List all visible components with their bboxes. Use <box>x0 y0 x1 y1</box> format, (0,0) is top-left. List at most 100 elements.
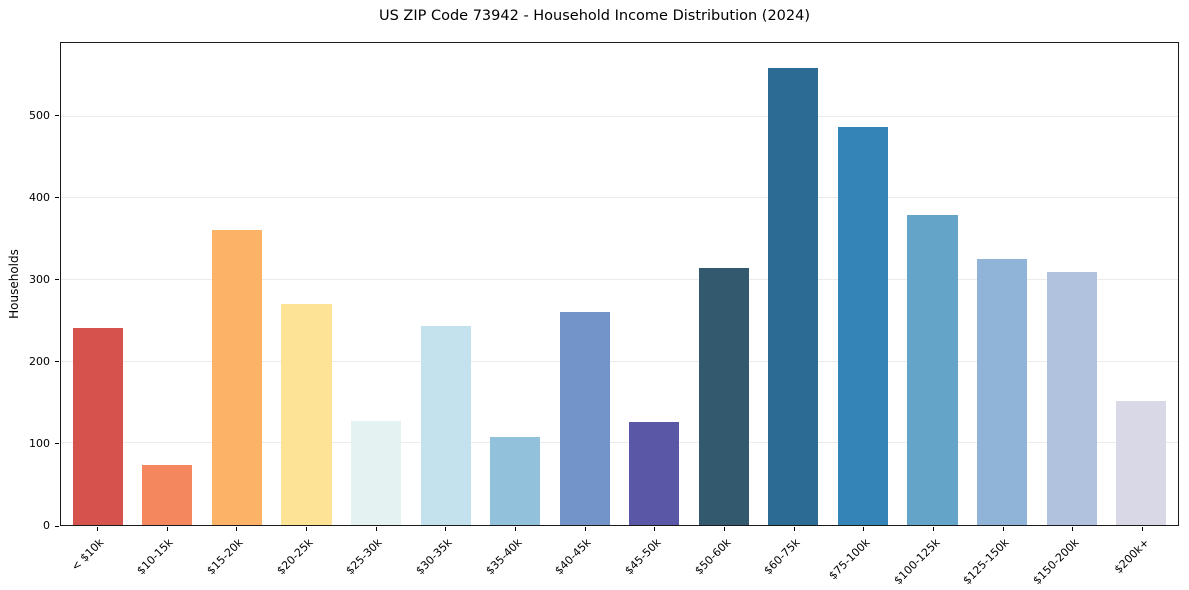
x-axis-labels: < $10k $10-15k $15-20k $20-25k $25-30k $30-35… <box>60 527 1179 589</box>
y-tick-label: 100 <box>29 436 50 450</box>
x-tick-label: $30-35k <box>413 536 455 578</box>
bar-slot <box>689 43 759 525</box>
x-tick-mark <box>1002 527 1004 531</box>
bar-slot <box>133 43 203 525</box>
x-tick-label: $100-125k <box>891 536 943 588</box>
x-tick-mark <box>933 527 935 531</box>
x-tick-slot: $100-125k <box>891 527 968 589</box>
x-tick-mark <box>166 527 168 531</box>
y-tick-mark <box>55 279 59 281</box>
gridline <box>61 278 1178 280</box>
bar-slot <box>550 43 620 525</box>
x-tick-mark <box>654 527 656 531</box>
x-tick-label: $10-15k <box>134 536 176 578</box>
x-tick-label: $35-40k <box>482 536 525 578</box>
x-tick-slot: $75-100k <box>826 527 899 589</box>
bar-slot <box>1106 43 1176 525</box>
x-tick-mark <box>793 527 795 531</box>
x-tick-label: $150-200k <box>1030 536 1082 588</box>
gridline <box>61 360 1178 362</box>
chart-title: US ZIP Code 73942 - Household Income Dis… <box>378 8 811 24</box>
y-tick-mark <box>55 115 59 117</box>
bar-200k <box>1116 400 1167 525</box>
y-tick-mark <box>55 197 59 199</box>
bar-60-75k <box>768 68 819 525</box>
bar-100-125k <box>907 215 958 525</box>
x-tick-label: $45-50k <box>622 536 664 578</box>
x-tick-label: $25-30k <box>343 536 385 578</box>
bar-150-200k <box>1046 271 1097 525</box>
y-tick-label: 300 <box>29 272 50 286</box>
bar-slot <box>759 43 829 525</box>
x-tick-label: $60-75k <box>761 536 803 578</box>
bar-125-150k <box>977 258 1028 525</box>
x-tick-label: < $10k <box>68 536 107 574</box>
x-tick-slot: $35-40k <box>480 527 550 589</box>
x-tick-slot: < $10k <box>62 527 132 589</box>
x-tick-label: $50-60k <box>691 536 734 578</box>
x-tick-label: $75-100k <box>826 536 873 583</box>
y-tick-label: 200 <box>29 354 50 368</box>
bar-10k <box>72 328 123 525</box>
x-tick-mark <box>305 527 307 531</box>
gridline <box>61 115 1178 117</box>
bar-slot <box>202 43 272 525</box>
y-tick-label: 0 <box>43 519 50 532</box>
x-tick-label: $200k+ <box>1111 536 1152 577</box>
x-tick-mark <box>236 527 238 531</box>
x-tick-label: $40-45k <box>552 536 594 578</box>
x-tick-slot: $150-200k <box>1031 527 1108 589</box>
gridline <box>61 197 1178 199</box>
x-tick-mark <box>445 527 447 531</box>
x-tick-mark <box>514 527 516 531</box>
plot-area <box>60 42 1179 526</box>
bar-25-30k <box>350 421 402 525</box>
x-tick-mark <box>724 527 726 531</box>
y-tick-label: 400 <box>29 190 50 204</box>
bar-10-15k <box>142 465 193 525</box>
bar-slot <box>828 43 898 525</box>
x-tick-slot: $45-50k <box>620 527 690 589</box>
x-tick-label: $15-20k <box>204 536 246 578</box>
y-tick-mark <box>55 361 59 363</box>
x-tick-slot: $50-60k <box>689 527 759 589</box>
x-tick-slot: $60-75k <box>759 527 829 589</box>
bar-40-45k <box>559 311 610 525</box>
x-tick-slot: $10-15k <box>132 527 202 589</box>
bar-15-20k <box>211 230 262 525</box>
x-tick-mark <box>584 527 586 531</box>
x-tick-slot: $30-35k <box>410 527 480 589</box>
y-tick-mark <box>55 443 59 445</box>
bars <box>61 43 1178 525</box>
x-tick-slot: $20-25k <box>271 527 341 589</box>
x-tick-label: $125-150k <box>960 536 1012 588</box>
bar-slot <box>480 43 550 525</box>
x-tick-label: $20-25k <box>273 536 316 578</box>
gridlines <box>61 43 1178 525</box>
bar-20-25k <box>281 303 332 525</box>
bar-slot <box>898 43 968 525</box>
bar-slot <box>341 43 411 525</box>
bar-50-60k <box>698 268 749 525</box>
y-tick-mark <box>55 525 59 527</box>
x-tick-slot: $200k+ <box>1107 527 1177 589</box>
y-axis-ticks: 0 100 200 300 400 500 <box>0 42 60 532</box>
x-tick-slot: $25-30k <box>341 527 411 589</box>
x-tick-mark <box>96 527 98 531</box>
bar-75-100k <box>837 127 888 525</box>
gridline <box>61 442 1178 444</box>
bar-45-50k <box>629 422 680 525</box>
bar-30-35k <box>420 326 471 525</box>
x-tick-mark <box>375 527 377 531</box>
bar-slot <box>967 43 1037 525</box>
x-tick-slot: $125-150k <box>961 527 1038 589</box>
x-tick-mark <box>863 527 865 531</box>
bar-slot <box>272 43 342 525</box>
bar-slot <box>411 43 481 525</box>
bar-35-40k <box>490 436 541 525</box>
bar-slot <box>63 43 133 525</box>
bar-slot <box>620 43 690 525</box>
x-tick-mark <box>1142 527 1144 531</box>
x-tick-slot: $40-45k <box>550 527 620 589</box>
